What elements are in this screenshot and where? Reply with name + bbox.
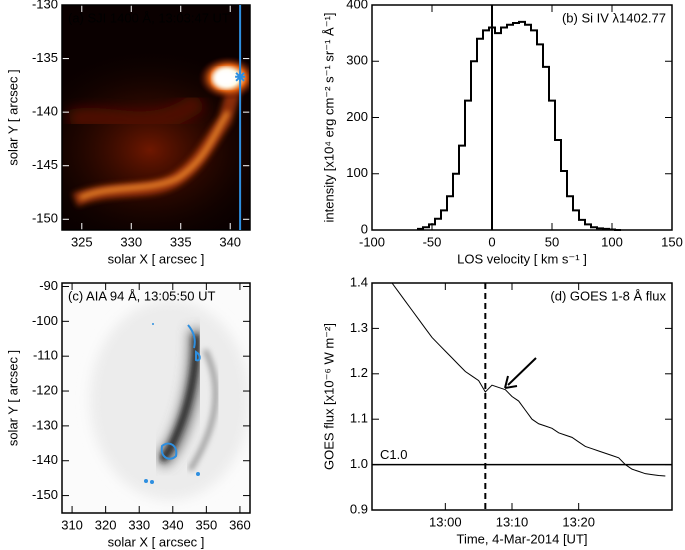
y-tick-label: -90: [39, 278, 58, 293]
y-tick-label: -145: [32, 157, 58, 172]
y-tick-label: 200: [346, 109, 368, 124]
y-axis-label: intensity [x10⁴ erg cm⁻² s⁻¹ sr⁻¹ Å⁻¹]: [321, 12, 336, 222]
x-tick-label: -50: [423, 234, 442, 249]
x-tick-label: 310: [61, 517, 83, 532]
panel-title: (d) GOES 1-8 Å flux: [550, 288, 666, 303]
y-tick-label: 1.2: [350, 365, 368, 380]
x-tick-label: 360: [229, 517, 251, 532]
x-tick-label: 340: [162, 517, 184, 532]
x-tick-label: 150: [661, 234, 683, 249]
h-line-label: C1.0: [380, 447, 407, 462]
marker: [235, 71, 246, 82]
panel-title: (a) SJI 1400 Å, 13:03:47 UT: [68, 10, 230, 25]
x-tick-label: 340: [219, 234, 241, 249]
x-tick-label: 335: [170, 234, 192, 249]
x-tick-label: 330: [120, 234, 142, 249]
y-tick-label: -150: [32, 487, 58, 502]
x-tick-label: 13:10: [496, 514, 529, 529]
y-tick-label: -120: [32, 382, 58, 397]
y-tick-label: 1.1: [350, 411, 368, 426]
x-tick-label: 100: [601, 234, 623, 249]
panel-title: (b) Si IV λ1402.77: [562, 10, 666, 25]
y-tick-label: -150: [32, 211, 58, 226]
y-tick-label: 100: [346, 165, 368, 180]
y-axis-label: solar Y [ arcsec ]: [5, 350, 20, 446]
x-tick-label: -100: [359, 234, 385, 249]
y-tick-label: 400: [346, 0, 368, 11]
y-axis-label: GOES flux [x10⁻⁶ W m⁻²]: [321, 323, 336, 470]
x-tick-label: 330: [128, 517, 150, 532]
x-axis-label: Time, 4-Mar-2014 [UT]: [457, 531, 588, 546]
plot-frame: [61, 4, 251, 231]
y-tick-label: 0: [361, 221, 368, 236]
x-tick-label: 0: [488, 234, 495, 249]
y-tick-label: -100: [32, 313, 58, 328]
y-tick-label: 1.0: [350, 456, 368, 471]
x-axis-label: LOS velocity [ km s⁻¹ ]: [457, 251, 587, 266]
x-tick-label: 13:00: [429, 514, 462, 529]
y-tick-label: -135: [32, 50, 58, 65]
y-tick-label: 1.4: [350, 274, 368, 289]
plot-frame: [371, 4, 673, 231]
x-axis-label: solar X [ arcsec ]: [108, 534, 205, 549]
x-tick-label: 50: [545, 234, 559, 249]
sji-image: [62, 5, 250, 230]
plot-frame: [371, 282, 673, 511]
x-tick-label: 320: [95, 517, 117, 532]
y-tick-label: -140: [32, 452, 58, 467]
y-tick-label: 0.9: [350, 501, 368, 516]
y-axis-label: solar Y [ arcsec ]: [5, 69, 20, 165]
y-tick-label: 1.3: [350, 320, 368, 335]
aia-image: [62, 283, 250, 513]
x-tick-label: 350: [196, 517, 218, 532]
y-tick-label: -130: [32, 417, 58, 432]
y-tick-label: -110: [33, 348, 58, 363]
arrow: [504, 357, 537, 389]
data-line: [417, 20, 621, 231]
y-tick-label: -130: [32, 0, 58, 11]
data-line: [391, 282, 666, 477]
x-tick-label: 325: [71, 234, 93, 249]
y-tick-label: -140: [32, 104, 58, 119]
x-axis-label: solar X [ arcsec ]: [108, 251, 205, 266]
x-tick-label: 13:20: [562, 514, 595, 529]
y-tick-label: 300: [346, 53, 368, 68]
plot-frame: [61, 282, 251, 514]
panel-title: (c) AIA 94 Å, 13:05:50 UT: [68, 288, 215, 303]
